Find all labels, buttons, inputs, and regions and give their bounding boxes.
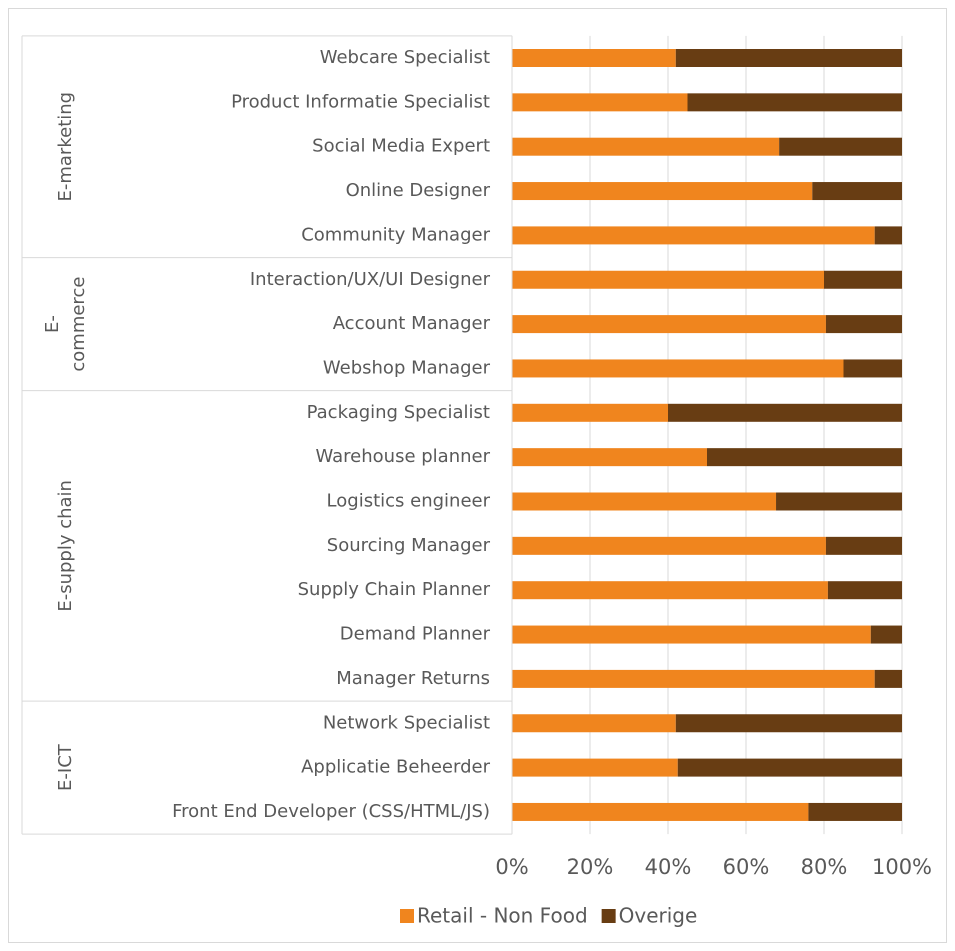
bar-segment: [512, 270, 824, 289]
category-label: Manager Returns: [336, 668, 490, 689]
category-label: Front End Developer (CSS/HTML/JS): [172, 801, 490, 822]
bar-segment: [512, 669, 875, 688]
x-tick-label: 20%: [567, 855, 614, 879]
bar-segment: [824, 270, 902, 289]
category-label: Logistics engineer: [327, 491, 491, 512]
category-label: Sourcing Manager: [327, 535, 491, 556]
bar-segment: [677, 758, 902, 777]
bar-segment: [827, 581, 902, 600]
bar-segment: [808, 802, 902, 821]
bar-segment: [512, 536, 826, 555]
category-label: Social Media Expert: [312, 136, 490, 157]
bar-segment: [512, 182, 813, 201]
bar-segment: [668, 403, 902, 422]
x-tick-label: 80%: [801, 855, 848, 879]
group-label: E-supply chain: [55, 480, 76, 612]
bar-segment: [512, 625, 871, 644]
bar-segment: [843, 359, 902, 378]
group-label: E-ICT: [55, 743, 76, 791]
bar-segment: [687, 93, 902, 112]
category-label: Supply Chain Planner: [298, 579, 491, 600]
bar-segment: [825, 536, 902, 555]
category-label: Online Designer: [346, 180, 491, 201]
bar-segment: [512, 581, 828, 600]
bar-segment: [512, 137, 780, 156]
category-label: Community Manager: [301, 224, 490, 245]
bar-segment: [776, 492, 902, 511]
bar-segment: [512, 492, 777, 511]
bar-segment: [512, 315, 826, 334]
group-label: E-: [42, 315, 63, 333]
category-label: Applicatie Beheerder: [301, 757, 491, 778]
bar-segment: [512, 93, 688, 112]
bar-segment: [512, 226, 875, 245]
bar-segment: [874, 226, 902, 245]
x-tick-label: 60%: [723, 855, 770, 879]
category-label: Warehouse planner: [315, 446, 490, 467]
x-tick-label: 100%: [872, 855, 932, 879]
legend-swatch: [400, 909, 414, 923]
bar-segment: [512, 403, 668, 422]
legend-label: Retail - Non Food: [417, 904, 588, 928]
category-label: Interaction/UX/UI Designer: [250, 269, 491, 290]
legend-label: Overige: [619, 904, 698, 928]
category-label: Network Specialist: [323, 712, 490, 733]
category-label: Account Manager: [333, 313, 491, 334]
bar-segment: [825, 315, 902, 334]
bar-segment: [675, 49, 902, 67]
bar-segment: [707, 448, 902, 467]
bar-segment: [812, 182, 902, 201]
x-tick-label: 0%: [495, 855, 528, 879]
bar-segment: [512, 758, 678, 777]
bar-segment: [870, 625, 902, 644]
legend-swatch: [601, 909, 616, 923]
group-label: commerce: [68, 277, 89, 372]
category-label: Product Informatie Specialist: [231, 91, 490, 112]
bar-segment: [512, 802, 809, 821]
chart-frame: [8, 8, 947, 943]
bar-segment: [512, 448, 707, 467]
category-label: Packaging Specialist: [307, 402, 490, 423]
bar-segment: [675, 714, 902, 733]
x-tick-label: 40%: [645, 855, 692, 879]
bar-segment: [512, 359, 844, 378]
bar-segment: [874, 669, 902, 688]
category-label: Webshop Manager: [323, 357, 491, 378]
bar-segment: [512, 49, 676, 67]
category-label: Webcare Specialist: [320, 47, 490, 68]
group-label: E-marketing: [55, 92, 76, 202]
bar-segment: [779, 137, 902, 156]
category-label: Demand Planner: [340, 624, 491, 645]
bar-segment: [512, 714, 676, 733]
